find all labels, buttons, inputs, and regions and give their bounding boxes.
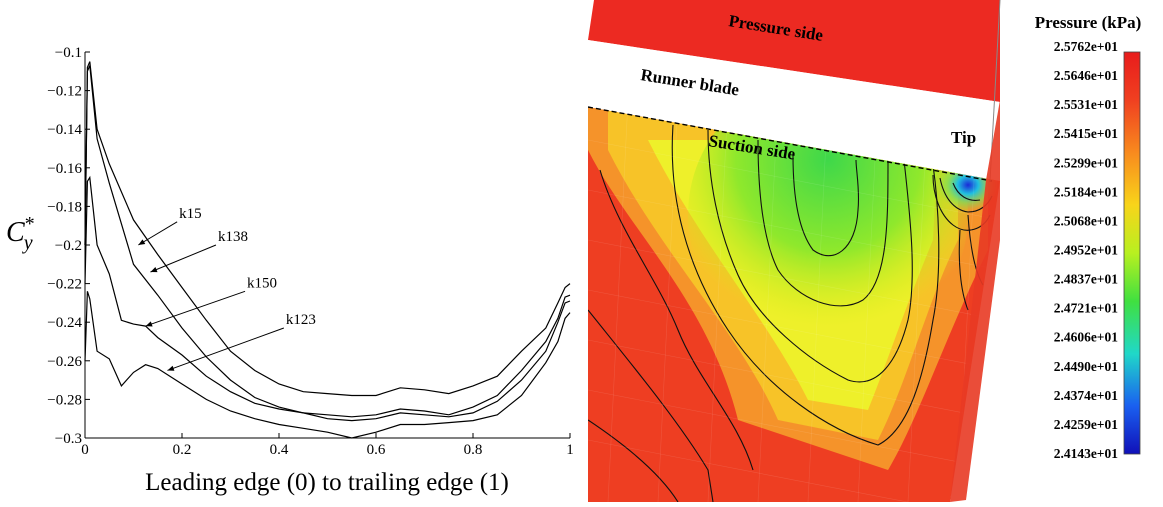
x-tick-label: 1 bbox=[566, 442, 574, 458]
series-label-arrow-k138 bbox=[150, 244, 217, 273]
x-axis-title: Leading edge (0) to trailing edge (1) bbox=[145, 469, 509, 496]
y-tick-label: −0.16 bbox=[47, 161, 82, 177]
x-tick-label: 0 bbox=[81, 442, 89, 458]
x-tick-label: 0.4 bbox=[270, 442, 289, 458]
chart-series bbox=[84, 61, 571, 439]
x-tick-label: 0.8 bbox=[464, 442, 483, 458]
chart-ticks: 0 0.2 0.4 0.6 0.8 1 −0.1 −0.12 −0.14 −0.16 −0.18 −0… bbox=[47, 45, 573, 458]
colorbar-value-label: 2.4374e+01 bbox=[1054, 388, 1119, 403]
y-tick-label: −0.24 bbox=[47, 315, 82, 331]
mesh-lines bbox=[588, 107, 1000, 502]
series-line-k123 bbox=[84, 291, 571, 439]
colorbar-value-label: 2.5762e+01 bbox=[1054, 39, 1119, 54]
y-tick-label: −0.26 bbox=[47, 354, 82, 370]
colorbar-value-label: 2.5184e+01 bbox=[1054, 184, 1119, 199]
series-arrowhead-k15 bbox=[138, 239, 146, 245]
series-arrowhead-k150 bbox=[145, 321, 153, 327]
pressure-contour-svg: Pressure side Runner blade Suction side … bbox=[587, 0, 1142, 502]
series-arrowhead-k138 bbox=[150, 267, 158, 273]
y-tick-label: −0.18 bbox=[47, 199, 82, 215]
label-tip: Tip bbox=[951, 128, 976, 147]
contour-lines bbox=[588, 124, 993, 502]
colorbar-value-label: 2.4721e+01 bbox=[1054, 301, 1119, 316]
series-arrowhead-k123 bbox=[167, 365, 175, 371]
colorbar-value-label: 2.5068e+01 bbox=[1054, 213, 1119, 228]
series-label-k123: k123 bbox=[286, 312, 316, 328]
y-tick-label: −0.14 bbox=[47, 122, 82, 138]
colorbar-gradient bbox=[1123, 51, 1141, 455]
series-label-arrow-k150 bbox=[145, 290, 246, 327]
y-axis-title: C* y bbox=[6, 213, 34, 254]
tip-clearance-strip bbox=[950, 100, 1000, 502]
y-tick-label: −0.2 bbox=[55, 238, 82, 254]
y-tick-label: −0.12 bbox=[47, 84, 82, 100]
y-tick-label: −0.28 bbox=[47, 392, 82, 408]
series-label-k15: k15 bbox=[179, 206, 202, 222]
colorbar-value-label: 2.5415e+01 bbox=[1054, 126, 1119, 141]
colorbar-labels: 2.5762e+01 2.5646e+01 2.5531e+01 2.5415e+01… bbox=[1054, 39, 1119, 461]
colorbar-value-label: 2.4837e+01 bbox=[1054, 272, 1119, 287]
x-tick-label: 0.2 bbox=[173, 442, 192, 458]
series-label-k138: k138 bbox=[218, 229, 248, 245]
blade-edge-line bbox=[587, 106, 993, 182]
colorbar-value-label: 2.5299e+01 bbox=[1054, 155, 1119, 170]
colorbar-value-label: 2.5531e+01 bbox=[1054, 97, 1119, 112]
series-line-k138 bbox=[84, 65, 571, 418]
cy-distribution-chart: 0 0.2 0.4 0.6 0.8 1 −0.1 −0.12 −0.14 −0.16 −0.18 −0… bbox=[6, 45, 574, 496]
series-line-k150 bbox=[84, 175, 571, 422]
runner-blade-gap bbox=[588, 40, 1000, 181]
chart-axes bbox=[84, 52, 570, 439]
colorbar-value-label: 2.5646e+01 bbox=[1054, 68, 1119, 83]
colorbar-value-label: 2.4606e+01 bbox=[1054, 330, 1119, 345]
x-tick-label: 0.6 bbox=[367, 442, 386, 458]
pressure-field-panel: Pressure side Runner blade Suction side … bbox=[587, 0, 1163, 502]
pressure-side-region bbox=[588, 0, 1000, 102]
colorbar-value-label: 2.4490e+01 bbox=[1054, 359, 1119, 374]
y-tick-label: −0.22 bbox=[47, 277, 82, 293]
y-tick-label: −0.3 bbox=[55, 431, 82, 447]
series-label-arrow-k15 bbox=[138, 221, 178, 246]
series-label-arrow-k123 bbox=[167, 327, 285, 371]
series-line-k15 bbox=[84, 61, 571, 397]
colorbar-value-label: 2.4259e+01 bbox=[1054, 417, 1119, 432]
colorbar-value-label: 2.4952e+01 bbox=[1054, 243, 1119, 258]
colorbar-value-label: 2.4143e+01 bbox=[1054, 446, 1119, 461]
suction-side-field bbox=[588, 107, 1000, 502]
series-label-k150: k150 bbox=[247, 275, 277, 291]
y-tick-label: −0.1 bbox=[55, 45, 82, 61]
colorbar-title: Pressure (kPa) bbox=[1035, 13, 1142, 32]
chart-curve-labels: k15 k138 k150 k123 bbox=[138, 206, 316, 371]
line-chart-svg: 0 0.2 0.4 0.6 0.8 1 −0.1 −0.12 −0.14 −0.16 −0.18 −0… bbox=[6, 45, 574, 496]
